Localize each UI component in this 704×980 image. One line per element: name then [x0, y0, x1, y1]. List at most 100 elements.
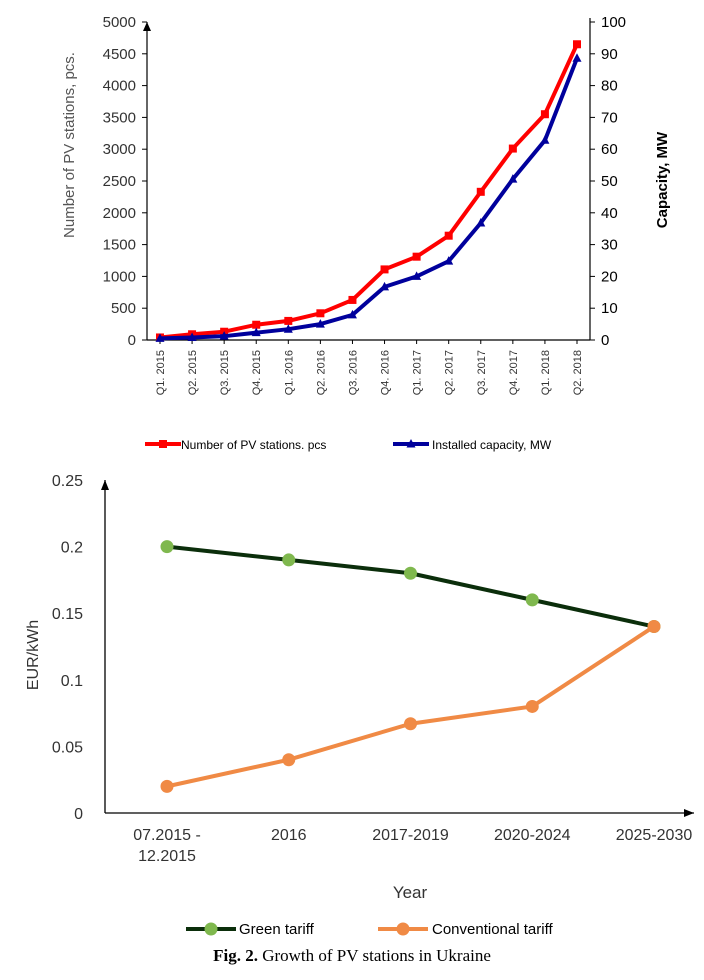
figure-caption-label: Fig. 2.: [213, 946, 258, 965]
data-point: [412, 271, 422, 280]
data-point: [380, 281, 390, 291]
legend-swatch-marker: [396, 922, 410, 936]
x-tick-label: Q3. 2015: [219, 350, 231, 395]
legend-label: Installed capacity, MW: [432, 438, 552, 452]
legend-label: Number of PV stations. pcs: [181, 438, 326, 452]
y2-tick-label: 50: [601, 173, 618, 190]
x-tick-label: Q1. 2015: [155, 350, 167, 395]
x-tick-label: Q4. 2016: [380, 350, 392, 395]
y-tick-label: 0.2: [61, 540, 83, 557]
data-point: [404, 566, 417, 580]
data-point: [282, 553, 296, 567]
y2-tick-label: 20: [601, 268, 618, 285]
data-point: [647, 620, 661, 634]
y2-tick-label: 30: [601, 237, 618, 254]
y2-tick-label: 0: [601, 332, 609, 349]
data-point: [540, 110, 549, 119]
data-point: [444, 256, 454, 265]
data-point: [572, 53, 582, 62]
y-axis-title: EUR/kWh: [25, 620, 42, 690]
x-tick-label: Q2. 2015: [187, 350, 199, 395]
y-tick-label: 3500: [103, 109, 136, 126]
y2-tick-label: 40: [601, 205, 618, 222]
y-tick-label: 3000: [103, 141, 136, 158]
data-point: [508, 174, 518, 183]
data-point: [347, 309, 357, 319]
data-point: [380, 265, 389, 274]
data-point: [187, 332, 197, 341]
x-tick-label: Q3. 2016: [347, 350, 359, 395]
x-tick-label: Q1. 2017: [412, 350, 424, 395]
data-point: [251, 327, 261, 337]
data-point: [508, 144, 517, 153]
x-tick-label: 2017-2019: [372, 827, 449, 844]
y-tick-label: 2500: [103, 173, 136, 190]
series-line: [159, 43, 579, 340]
y2-tick-label: 10: [601, 300, 618, 317]
y-tick-label: 0.05: [52, 739, 83, 756]
y-tick-label: 0.15: [52, 606, 83, 623]
legend-swatch-marker: [159, 440, 167, 448]
legend-label: Green tariff: [239, 921, 315, 938]
data-point: [412, 252, 421, 261]
x-axis-title: Year: [393, 883, 428, 902]
y-tick-label: 0: [74, 806, 83, 823]
figure-caption-text: Growth of PV stations in Ukraine: [262, 946, 491, 965]
data-point: [315, 319, 325, 328]
x-tick-label-line: 2017-2019: [372, 827, 449, 844]
data-point: [540, 135, 550, 144]
x-tick-label: 07.2015 - 12.2015: [133, 827, 201, 865]
series-line: [166, 544, 655, 629]
x-tick-label: Q2. 2016: [315, 350, 327, 395]
data-point: [525, 593, 539, 607]
x-tick-label-line: 12.2015: [138, 848, 196, 865]
data-point: [573, 40, 581, 49]
x-tick-label: 2025-2030: [616, 827, 693, 844]
y-tick-label: 4500: [103, 46, 136, 63]
y2-tick-label: 60: [601, 141, 618, 158]
y-tick-label: 0.1: [61, 673, 83, 690]
legend-swatch-marker: [406, 439, 416, 448]
x-tick-label: Q2. 2017: [444, 350, 456, 395]
x-tick-label: Q4. 2015: [251, 350, 263, 395]
x-tick-label-line: 2016: [271, 827, 307, 844]
tariff-chart: 0 0.05 0.1 0.15 0.2 0.25 07.2015 - 12.2015 2016 2…: [25, 473, 694, 938]
y-axis-arrow: [143, 22, 151, 31]
y2-tick-label: 80: [601, 78, 618, 95]
data-point: [316, 309, 325, 318]
x-tick-label: 2016: [271, 827, 307, 844]
y-tick-label: 500: [111, 300, 136, 317]
data-point: [252, 320, 261, 329]
data-point: [219, 331, 229, 340]
legend-label: Conventional tariff: [432, 921, 553, 938]
y-tick-label: 1500: [103, 237, 136, 254]
data-point: [160, 779, 174, 793]
pv-stations-chart: 0500100015002000250030003500400045005000…: [61, 14, 671, 452]
x-tick-label: Q1. 2016: [283, 350, 295, 395]
y2-tick-label: 70: [601, 109, 618, 126]
series-line: [166, 624, 656, 789]
data-point: [476, 217, 486, 227]
x-tick-label: Q4. 2017: [508, 350, 520, 395]
figure-caption: Fig. 2. Growth of PV stations in Ukraine: [0, 946, 704, 966]
data-point: [160, 540, 174, 554]
x-tick-label: Q1. 2018: [540, 350, 552, 395]
x-tick-label-line: 2020-2024: [494, 827, 571, 844]
data-point: [404, 717, 417, 731]
data-point: [444, 231, 453, 240]
data-point: [525, 699, 539, 713]
data-point: [282, 753, 296, 767]
legend-swatch-marker: [204, 922, 218, 936]
y-axis-arrow: [101, 480, 109, 490]
series-line: [159, 57, 579, 341]
y2-axis-title: Capacity, MW: [654, 131, 671, 228]
x-tick-label: 2020-2024: [494, 827, 571, 844]
x-tick-label: Q3. 2017: [476, 350, 488, 395]
y-tick-label: 0: [128, 332, 136, 349]
y2-tick-label: 100: [601, 14, 626, 31]
data-point: [476, 187, 485, 196]
y-tick-label: 0.25: [52, 473, 83, 490]
y-axis-title: Number of PV stations, pcs.: [61, 52, 78, 238]
y-tick-label: 5000: [103, 14, 136, 31]
